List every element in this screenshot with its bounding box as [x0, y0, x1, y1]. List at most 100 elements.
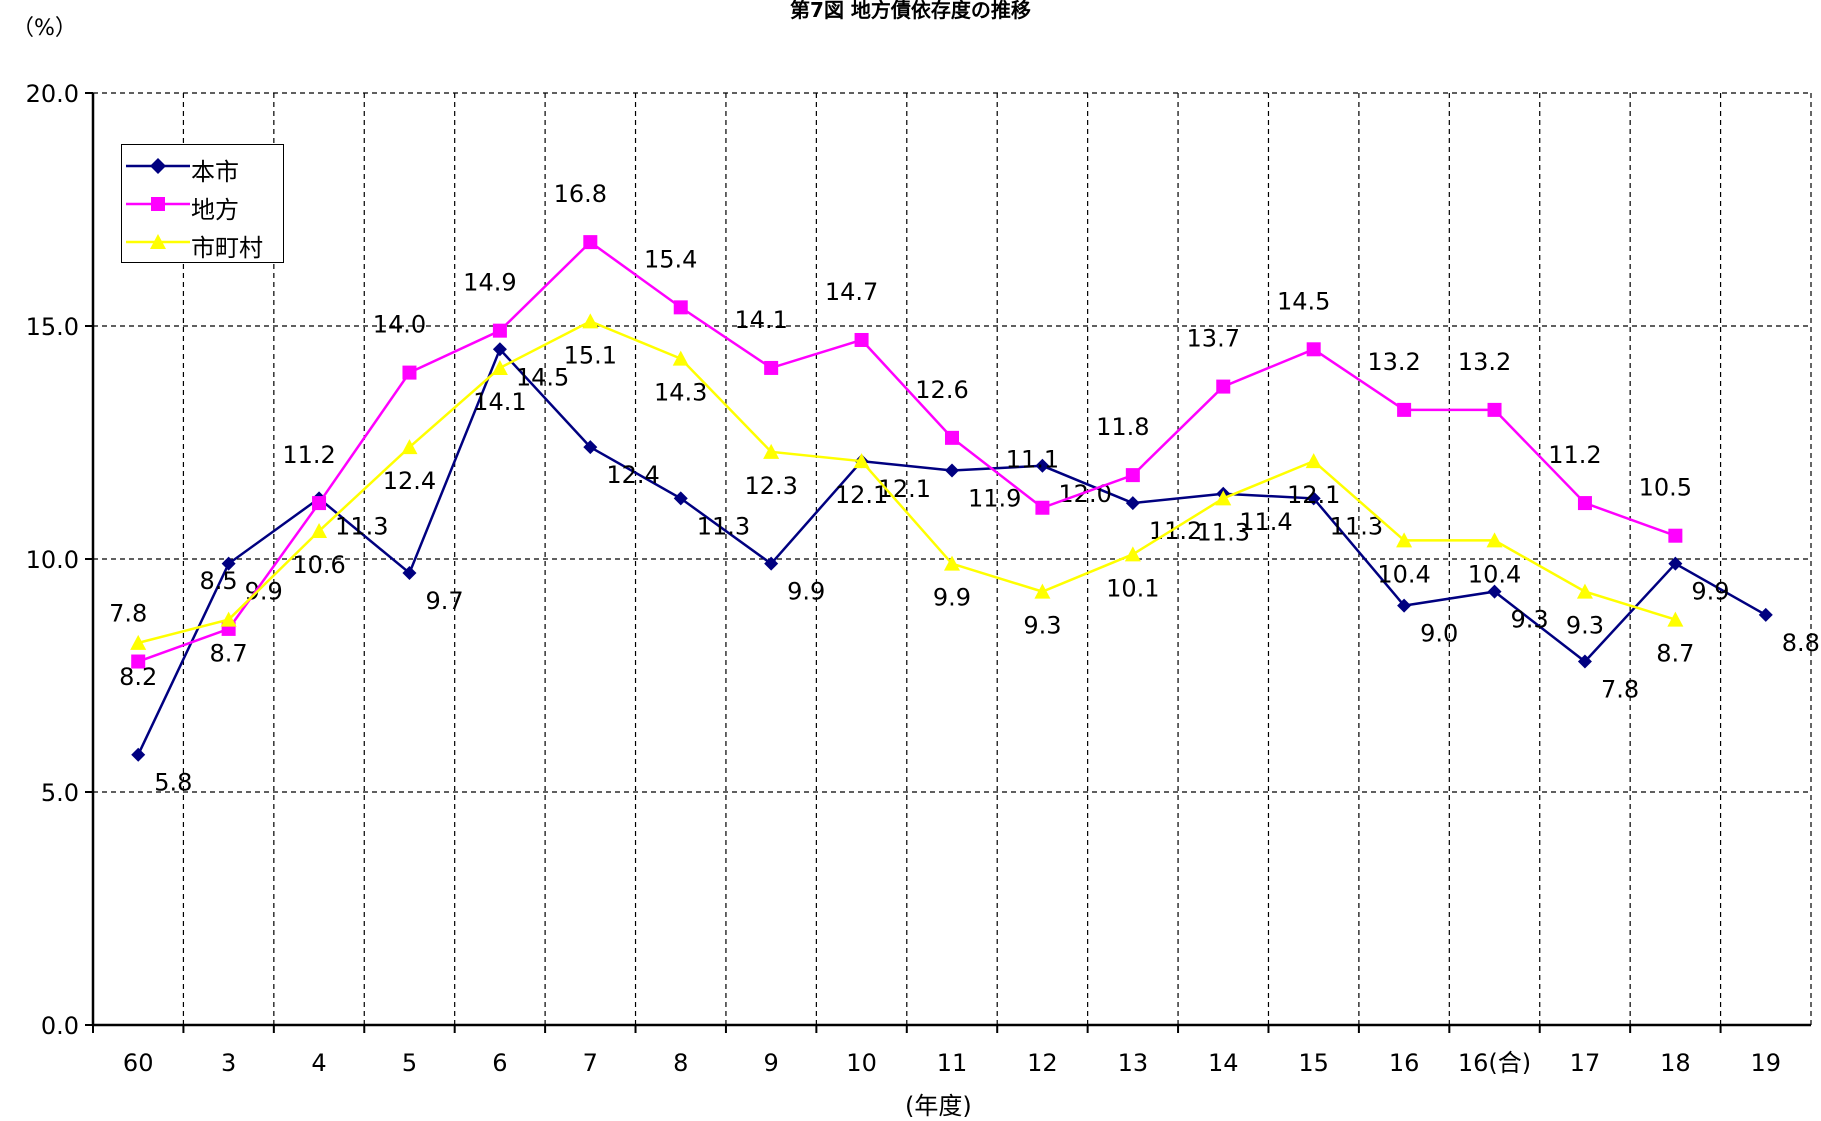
data-label: 9.7 [425, 587, 463, 615]
data-point [1577, 654, 1592, 669]
data-point [583, 440, 598, 455]
chart-title: 第7図 地方債依存度の推移 [790, 0, 1031, 22]
data-label: 10.4 [1468, 560, 1521, 588]
data-label: 14.5 [516, 363, 569, 391]
x-tick-label: 5 [402, 1049, 417, 1077]
data-point [402, 365, 417, 380]
data-point [945, 430, 959, 445]
data-label: 14.9 [463, 269, 516, 297]
data-label: 10.4 [1377, 560, 1430, 588]
data-label: 14.0 [373, 311, 426, 339]
data-point [131, 654, 146, 669]
data-label: 9.9 [245, 578, 283, 606]
data-label: 14.1 [473, 388, 526, 416]
x-tick-label: 17 [1570, 1049, 1601, 1077]
data-point [1487, 402, 1502, 417]
data-label: 8.5 [200, 567, 238, 595]
data-point [1305, 453, 1322, 469]
data-label: 9.3 [1023, 612, 1061, 640]
legend-label-chiho: 地方 [191, 196, 239, 224]
data-point [945, 463, 959, 478]
data-point [220, 611, 237, 627]
data-point [1668, 528, 1683, 543]
x-tick-label: 8 [673, 1049, 688, 1077]
data-label: 11.2 [282, 441, 335, 469]
data-label: 11.2 [1149, 517, 1202, 545]
data-point [130, 634, 147, 650]
data-point [1215, 490, 1232, 506]
data-point [1035, 500, 1050, 515]
data-label: 7.8 [1601, 676, 1639, 704]
data-point [312, 496, 327, 511]
data-point [1125, 468, 1140, 483]
legend-item-chiho: 地方 [122, 185, 282, 224]
data-label: 11.3 [697, 512, 750, 540]
data-label: 11.1 [1006, 446, 1059, 474]
series-line-2 [137, 319, 1676, 645]
data-label: 14.1 [734, 306, 787, 334]
data-label: 7.8 [109, 600, 147, 628]
data-point [1487, 584, 1502, 599]
data-label: 8.2 [119, 663, 157, 691]
data-point [1486, 532, 1503, 548]
data-point [1668, 556, 1683, 571]
data-point [1124, 546, 1141, 562]
data-point [764, 360, 779, 375]
data-point [1576, 583, 1593, 599]
data-label: 12.3 [744, 472, 797, 500]
data-label: 9.3 [1566, 612, 1604, 640]
y-tick-label: 15.0 [26, 313, 79, 341]
y-tick-label: 5.0 [41, 779, 79, 807]
x-tick-label: 12 [1027, 1049, 1058, 1077]
data-label: 9.9 [787, 578, 825, 606]
data-point [1035, 458, 1050, 473]
x-tick-label: 6 [492, 1049, 507, 1077]
data-label: 11.3 [335, 512, 388, 540]
data-label: 8.8 [1782, 629, 1820, 657]
y-tick-label: 20.0 [26, 80, 79, 108]
legend-marker-diamond-icon [126, 158, 190, 174]
data-point [492, 323, 507, 338]
data-label: 11.2 [1548, 441, 1601, 469]
data-point [1306, 491, 1321, 506]
x-tick-label: 14 [1208, 1049, 1239, 1077]
data-point [492, 342, 507, 357]
data-label: 10.5 [1639, 474, 1692, 502]
data-point [401, 439, 418, 455]
data-label: 12.4 [383, 467, 436, 495]
data-label: 9.9 [933, 584, 971, 612]
data-point [221, 556, 236, 571]
data-point [131, 747, 146, 762]
chart-legend: 本市 地方 市町村 [121, 144, 284, 263]
data-point [583, 235, 598, 250]
y-tick-label: 0.0 [41, 1012, 79, 1040]
data-point [853, 453, 870, 469]
x-tick-label: 13 [1118, 1049, 1149, 1077]
series-line-1 [137, 240, 1676, 663]
data-point [582, 313, 599, 329]
data-label: 13.7 [1187, 325, 1240, 353]
legend-item-shichoson: 市町村 [122, 223, 282, 262]
data-label: 14.3 [654, 379, 707, 407]
data-point [311, 523, 328, 539]
legend-marker-triangle-icon [126, 234, 190, 249]
x-tick-label: 19 [1751, 1049, 1782, 1077]
x-tick-label: 4 [311, 1049, 326, 1077]
data-label: 10.6 [292, 551, 345, 579]
legend-label-shichoson: 市町村 [191, 234, 263, 262]
data-point [1397, 598, 1412, 613]
data-point [1396, 532, 1413, 548]
data-label: 11.4 [1239, 508, 1292, 536]
data-label: 10.1 [1106, 574, 1159, 602]
legend-item-honshi: 本市 [122, 147, 282, 186]
data-label: 9.3 [1511, 606, 1549, 634]
data-label: 14.5 [1277, 287, 1330, 315]
data-point [491, 359, 508, 375]
data-label: 8.7 [1656, 640, 1694, 668]
legend-marker-square-icon [126, 197, 190, 211]
data-label: 14.7 [825, 278, 878, 306]
data-point [672, 350, 689, 366]
x-tick-label: 60 [123, 1049, 154, 1077]
data-point [1306, 342, 1321, 357]
